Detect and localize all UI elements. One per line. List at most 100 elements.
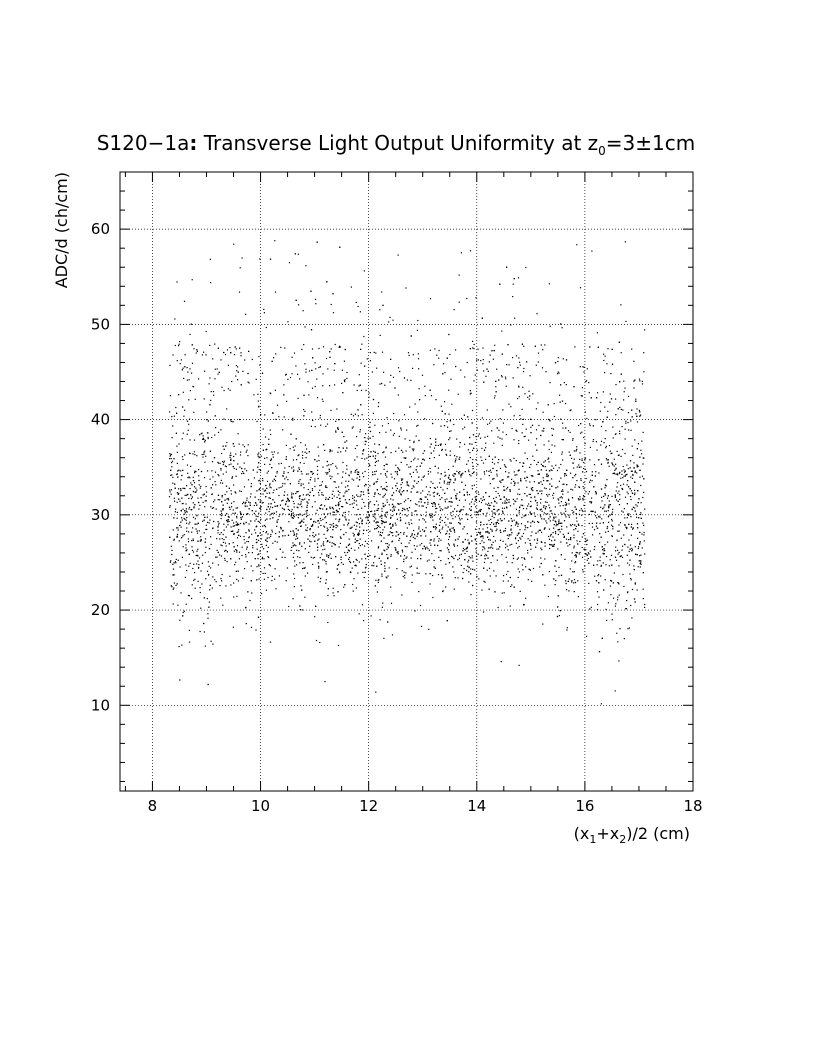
data-point xyxy=(586,539,589,541)
data-point xyxy=(377,405,379,408)
data-point xyxy=(475,521,477,523)
data-point xyxy=(603,359,605,362)
data-point xyxy=(230,526,232,528)
data-point xyxy=(514,500,516,502)
data-point xyxy=(573,547,575,549)
data-point xyxy=(442,590,444,592)
data-point xyxy=(323,533,325,535)
data-point xyxy=(560,463,562,466)
data-point xyxy=(591,474,593,476)
data-point xyxy=(426,560,428,562)
data-point xyxy=(445,516,447,518)
data-point xyxy=(450,505,452,507)
data-point xyxy=(180,489,182,492)
data-point xyxy=(594,546,596,548)
data-point xyxy=(468,571,470,573)
data-point xyxy=(571,497,574,499)
data-point xyxy=(544,527,546,529)
data-point xyxy=(346,468,348,470)
data-point xyxy=(335,420,337,422)
data-point xyxy=(567,430,570,432)
data-point xyxy=(392,507,394,509)
data-point xyxy=(241,467,243,470)
data-point xyxy=(353,524,355,526)
data-point xyxy=(203,398,205,400)
data-point xyxy=(380,486,382,488)
data-point xyxy=(582,510,584,513)
data-point xyxy=(300,585,302,587)
data-point xyxy=(414,610,416,612)
data-point xyxy=(292,417,294,419)
data-point xyxy=(516,534,518,536)
data-point xyxy=(400,461,402,463)
data-point xyxy=(593,529,596,531)
data-point xyxy=(515,460,517,462)
data-point xyxy=(400,494,402,496)
data-point xyxy=(184,518,186,520)
data-point xyxy=(174,500,176,502)
data-point xyxy=(351,478,353,480)
data-point xyxy=(183,534,185,536)
data-point xyxy=(468,541,470,543)
data-point xyxy=(187,371,189,373)
data-point xyxy=(297,507,299,509)
data-point xyxy=(390,509,392,511)
data-point xyxy=(448,474,450,476)
data-point xyxy=(467,561,469,563)
data-point xyxy=(467,449,469,451)
data-point xyxy=(416,514,418,516)
data-point xyxy=(346,371,348,374)
data-point xyxy=(398,435,400,437)
data-point xyxy=(549,488,551,490)
data-point xyxy=(223,448,225,450)
data-point xyxy=(436,535,438,537)
data-point xyxy=(274,568,276,570)
data-point xyxy=(380,560,382,562)
data-point xyxy=(605,430,607,432)
data-point xyxy=(314,362,316,364)
data-point xyxy=(319,489,321,491)
data-point xyxy=(617,599,619,601)
data-point xyxy=(219,538,221,540)
data-point xyxy=(375,352,377,354)
data-point xyxy=(311,489,314,491)
data-point xyxy=(240,513,242,515)
data-point xyxy=(379,432,381,434)
data-point xyxy=(307,381,309,383)
data-point xyxy=(601,496,603,498)
data-point xyxy=(349,562,352,564)
data-point xyxy=(474,539,477,541)
data-point xyxy=(241,516,244,518)
data-point xyxy=(524,514,526,517)
data-point xyxy=(386,417,388,419)
data-point xyxy=(470,501,473,503)
data-point xyxy=(462,472,464,474)
data-point xyxy=(580,432,582,434)
data-point xyxy=(430,531,432,533)
data-point xyxy=(376,367,378,369)
data-point xyxy=(368,521,371,523)
data-point xyxy=(223,539,225,541)
data-point xyxy=(599,410,601,412)
data-point xyxy=(529,466,531,468)
data-point xyxy=(517,493,519,495)
data-point xyxy=(332,514,334,516)
data-point xyxy=(466,533,468,535)
data-point xyxy=(195,352,197,354)
data-point xyxy=(261,534,263,536)
data-point xyxy=(493,497,495,500)
data-point xyxy=(510,528,512,530)
data-point xyxy=(429,542,431,544)
data-point xyxy=(447,549,450,551)
data-point xyxy=(251,358,253,361)
data-point xyxy=(318,538,320,540)
data-point xyxy=(292,545,294,547)
data-point xyxy=(349,527,351,529)
data-point xyxy=(301,473,303,475)
data-point xyxy=(586,635,588,637)
data-point xyxy=(290,549,292,551)
data-point xyxy=(197,548,199,550)
data-point xyxy=(273,357,275,359)
data-point xyxy=(277,452,279,454)
data-point xyxy=(449,529,451,531)
